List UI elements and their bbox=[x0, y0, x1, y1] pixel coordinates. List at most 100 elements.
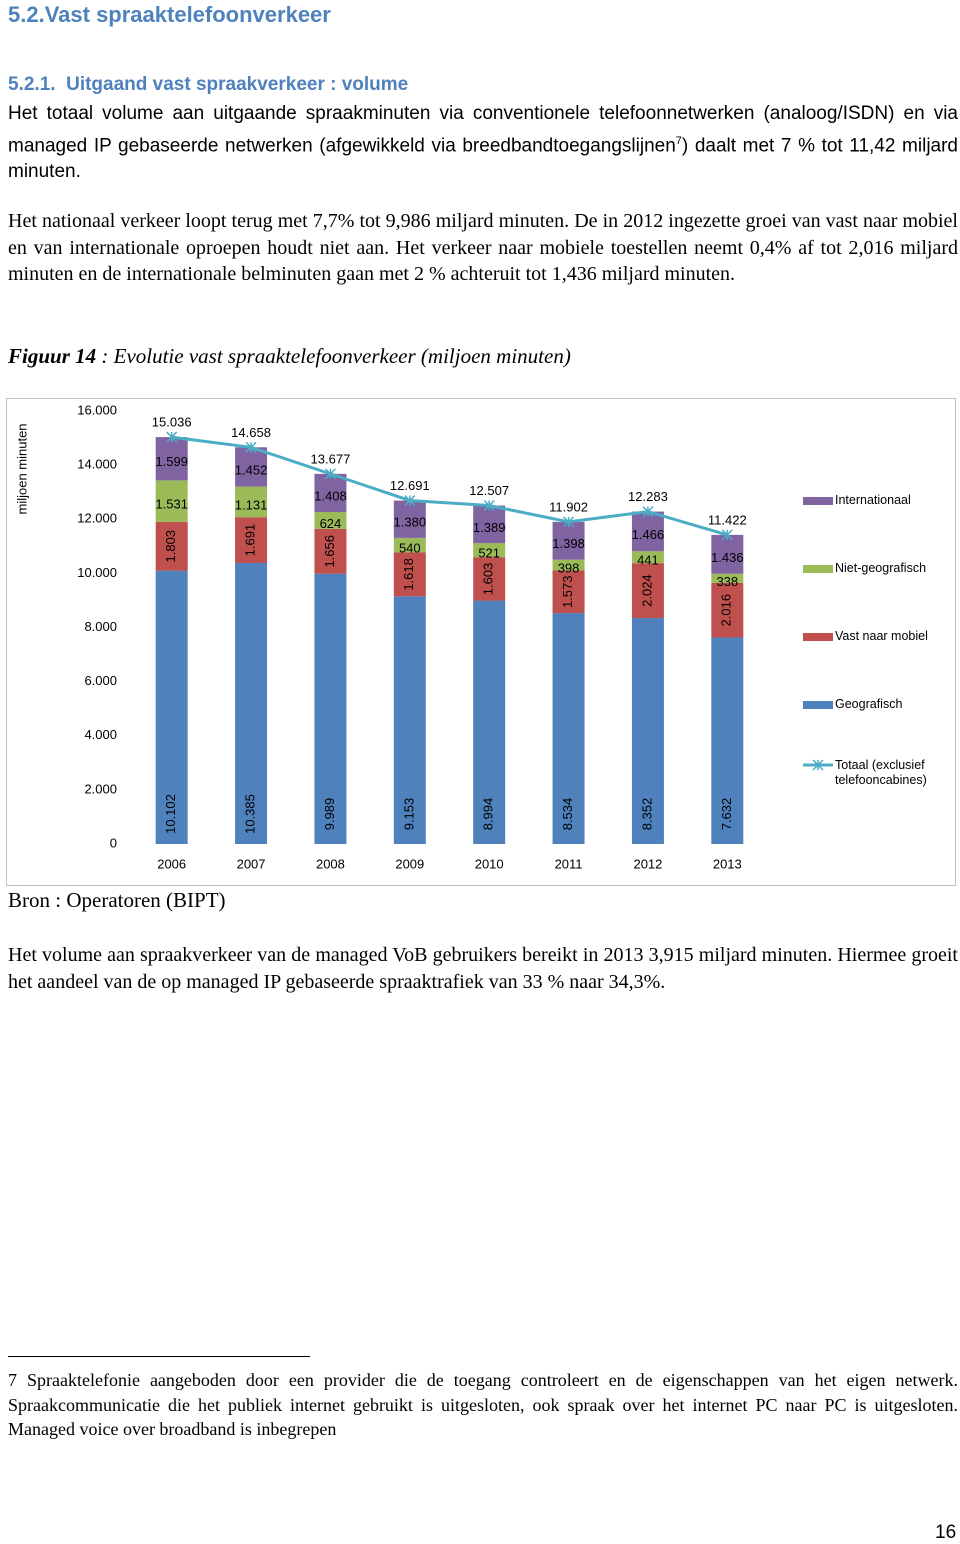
bar-segment bbox=[552, 521, 585, 560]
y-tick-label: 0 bbox=[110, 835, 117, 850]
value-label: 1.389 bbox=[473, 520, 506, 535]
bar-segment bbox=[711, 637, 744, 844]
value-label: 1.603 bbox=[481, 563, 496, 596]
value-label: 9.153 bbox=[401, 798, 416, 831]
page-number: 16 bbox=[935, 1522, 957, 1543]
value-label: 12.691 bbox=[390, 478, 430, 493]
line-marker bbox=[483, 499, 495, 512]
value-label: 1.656 bbox=[322, 535, 337, 568]
value-label: 10.385 bbox=[243, 794, 258, 834]
bar-segment bbox=[473, 557, 506, 601]
y-tick-label: 16.000 bbox=[77, 402, 117, 417]
value-label: 1.466 bbox=[632, 527, 665, 542]
bar-segment bbox=[235, 517, 268, 563]
line-marker bbox=[324, 468, 336, 480]
value-label: 1.803 bbox=[163, 530, 178, 563]
value-label: 8.534 bbox=[560, 798, 575, 831]
value-label: 1.691 bbox=[243, 524, 258, 557]
paragraph: Het totaal volume aan uitgaande spraakmi… bbox=[8, 101, 958, 186]
bar-segment bbox=[314, 511, 347, 529]
value-label: 521 bbox=[478, 546, 500, 561]
value-label: 1.618 bbox=[401, 558, 416, 591]
legend-label: Niet-geografisch bbox=[835, 561, 927, 575]
bar-segment bbox=[631, 617, 664, 844]
value-label: 8.994 bbox=[481, 798, 496, 831]
line-marker bbox=[642, 506, 654, 518]
y-tick-label: 6.000 bbox=[84, 673, 117, 688]
value-label: 1.573 bbox=[560, 575, 575, 608]
chart: miljoen minuten 0 2.000 4.000 6.000 8.000 10.… bbox=[14, 402, 833, 871]
legend-swatch bbox=[803, 497, 833, 505]
x-tick-label: 2011 bbox=[555, 856, 583, 871]
legend-swatch bbox=[803, 633, 833, 641]
value-label: 8.352 bbox=[639, 798, 654, 831]
y-axis-label: miljoen minuten bbox=[14, 423, 29, 514]
bar-segment bbox=[155, 437, 188, 481]
figure-number: Figuur 14 bbox=[8, 344, 97, 368]
paragraph: Het nationaal verkeer loopt terug met 7,… bbox=[8, 210, 958, 285]
bar-segment bbox=[235, 562, 268, 844]
line-marker bbox=[563, 516, 575, 528]
footnote: 7 Spraaktelefonie aangeboden door een pr… bbox=[8, 1368, 958, 1442]
legend-swatch bbox=[803, 565, 833, 573]
x-tick-label: 2013 bbox=[713, 856, 742, 871]
bar-segment bbox=[473, 543, 506, 558]
y-tick-label: 2.000 bbox=[84, 781, 117, 796]
value-label: 1.380 bbox=[394, 515, 427, 530]
bar-segment bbox=[711, 582, 744, 638]
x-tick-label: 2008 bbox=[316, 856, 345, 871]
bar-segment bbox=[314, 573, 347, 844]
legend-label: Totaal (exclusief telefooncabines) bbox=[835, 758, 927, 787]
legend-swatch bbox=[803, 701, 833, 709]
bar-segment bbox=[235, 447, 268, 487]
line bbox=[171, 435, 728, 537]
value-label: 10.102 bbox=[163, 794, 178, 834]
footnote-number: 7 bbox=[8, 1370, 17, 1390]
bar-segment bbox=[552, 559, 585, 571]
bar-segment bbox=[155, 521, 188, 571]
subheading: 5.2.1. Uitgaand vast spraakverkeer : vol… bbox=[8, 74, 409, 95]
value-label: 1.398 bbox=[552, 536, 585, 551]
bar-segment bbox=[631, 511, 664, 552]
line-marker bbox=[245, 441, 257, 453]
bar-segment bbox=[155, 480, 188, 522]
bar-segment bbox=[393, 552, 426, 597]
bar-segment bbox=[711, 534, 744, 574]
bar-segment bbox=[155, 570, 188, 844]
line-marker bbox=[166, 431, 178, 443]
x-tick-label: 2009 bbox=[395, 856, 424, 871]
paragraph: Het volume aan spraakverkeer van de mana… bbox=[8, 944, 958, 993]
y-tick-label: 8.000 bbox=[84, 619, 117, 634]
y-tick-label: 14.000 bbox=[77, 457, 117, 472]
line-marker bbox=[404, 495, 416, 507]
value-label: 9.989 bbox=[322, 798, 337, 831]
value-label: 15.036 bbox=[152, 415, 192, 430]
footnote-text: Spraaktelefonie aangeboden door een prov… bbox=[8, 1370, 959, 1439]
value-label: 338 bbox=[716, 574, 738, 589]
value-label: 1.408 bbox=[314, 488, 347, 503]
value-label: 624 bbox=[320, 516, 342, 531]
text: ) daalt met 7 % tot 11,42 miljard minute… bbox=[8, 134, 958, 183]
value-label: 12.283 bbox=[628, 489, 668, 504]
value-label: 11.422 bbox=[708, 512, 747, 527]
value-label: 1.452 bbox=[235, 462, 268, 477]
value-label: 11.902 bbox=[549, 499, 588, 514]
y-tick-label: 10.000 bbox=[77, 565, 117, 580]
line-marker bbox=[721, 529, 733, 541]
legend-label: Vast naar mobiel bbox=[835, 629, 928, 643]
bar-segment bbox=[393, 537, 426, 553]
bar-segment bbox=[393, 500, 426, 538]
bar-segment bbox=[314, 528, 347, 574]
figure-caption: Figuur 14 : Evolutie vast spraaktelefoon… bbox=[8, 344, 571, 369]
bar-segment bbox=[235, 486, 268, 518]
x-tick-label: 2006 bbox=[157, 856, 186, 871]
value-label: 1.531 bbox=[155, 497, 188, 512]
source: Bron : Operatoren (BIPT) bbox=[8, 888, 226, 912]
value-label: 1.436 bbox=[711, 550, 744, 565]
bar-segment bbox=[393, 596, 426, 844]
value-label: 13.677 bbox=[311, 451, 351, 466]
legend-label: Geografisch bbox=[835, 697, 903, 711]
bar-segment bbox=[631, 551, 664, 564]
bar-segment bbox=[631, 563, 664, 618]
